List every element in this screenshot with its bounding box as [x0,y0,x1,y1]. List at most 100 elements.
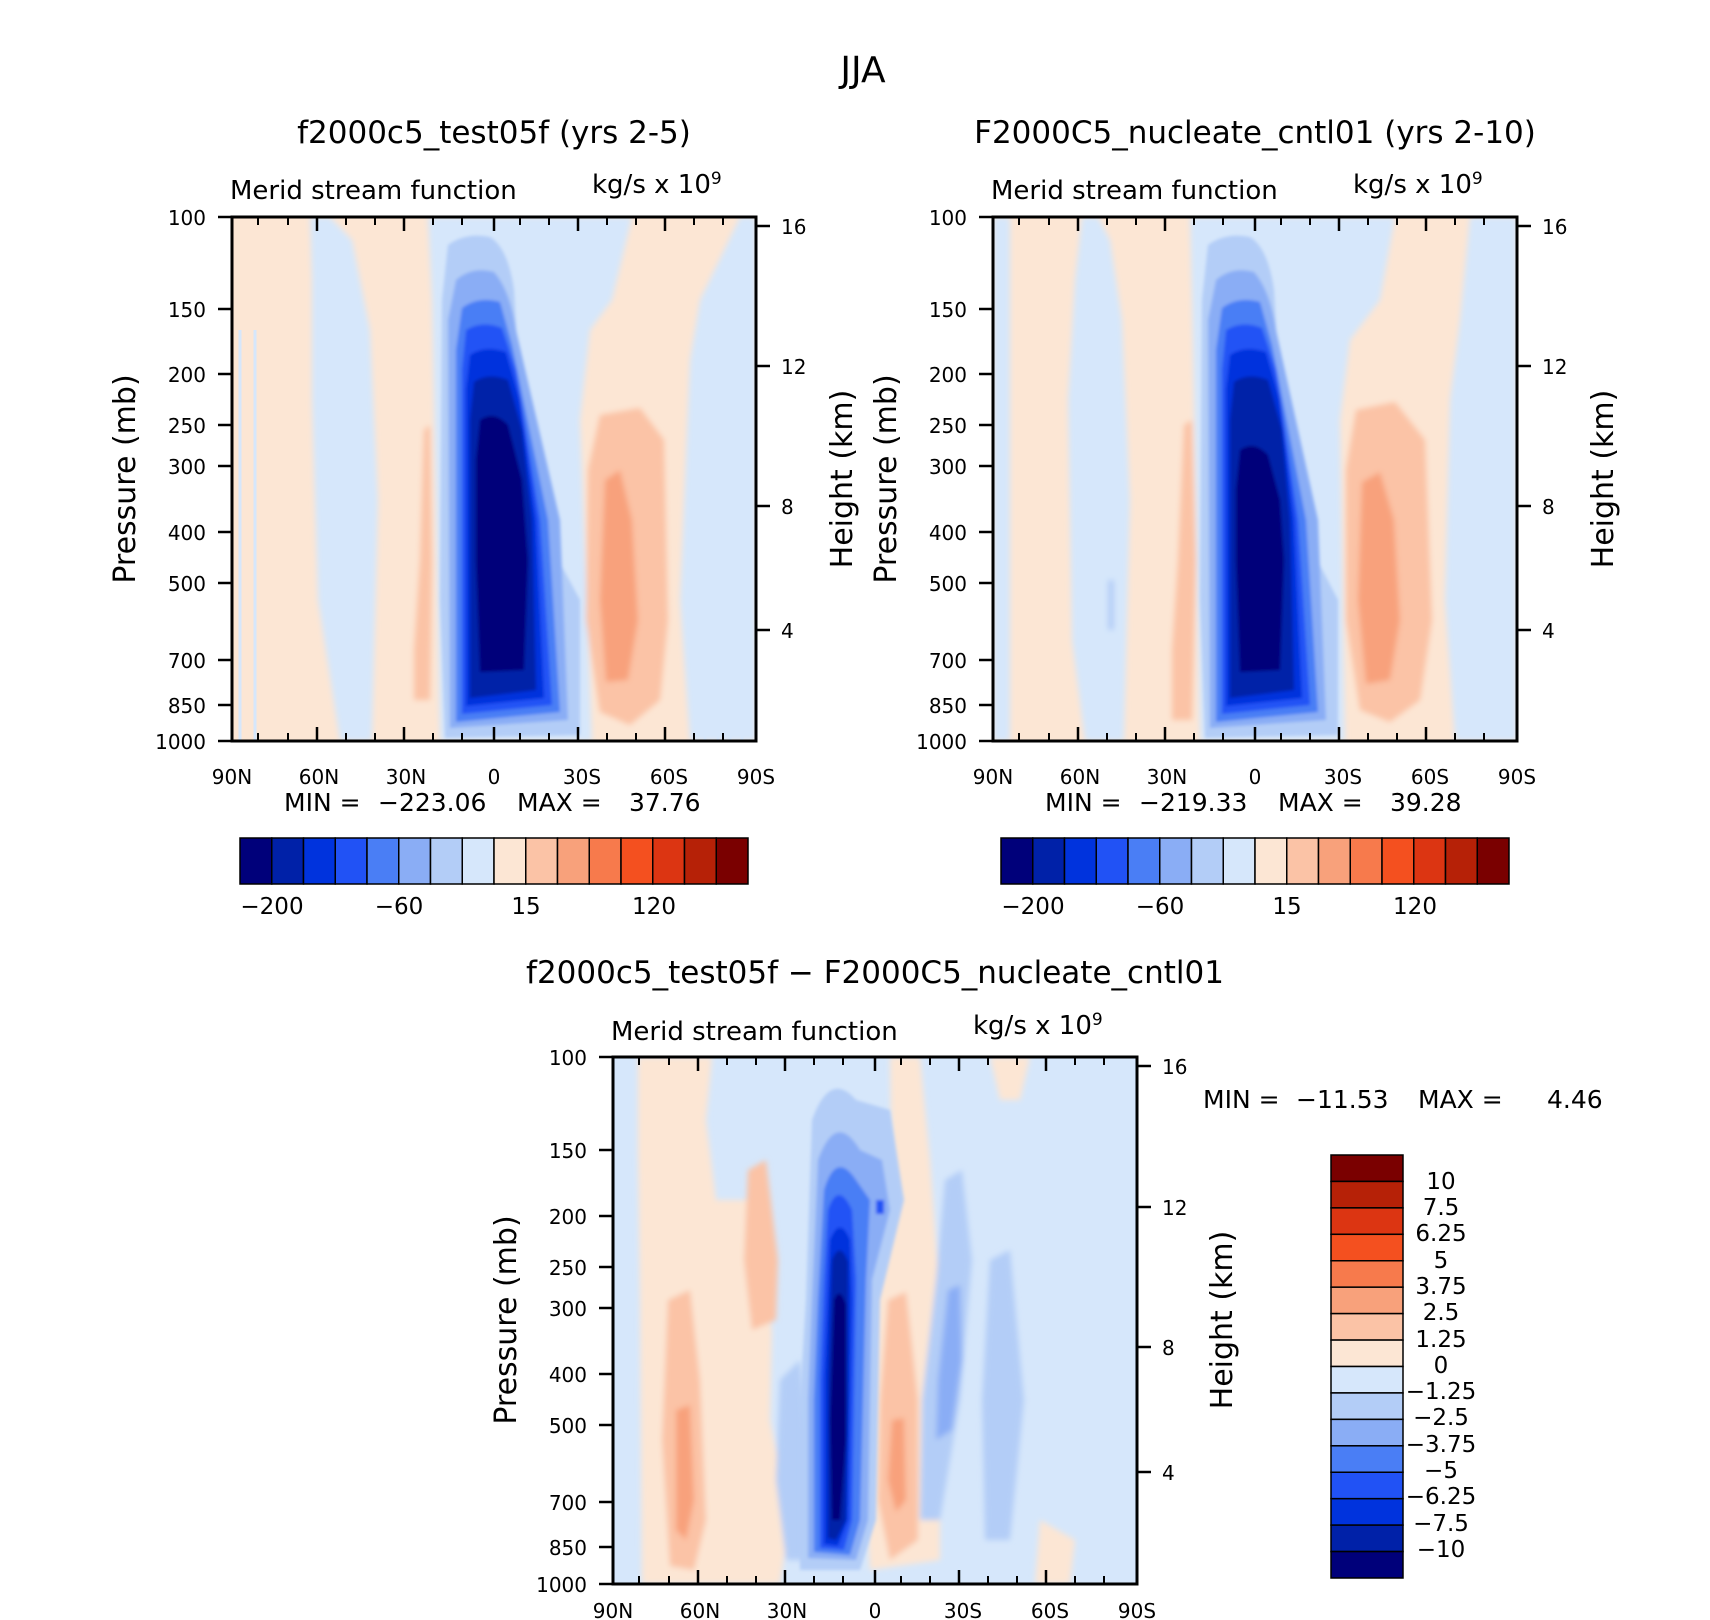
colorbar-swatch [1254,837,1288,885]
height-tick-label: 4 [1162,1461,1175,1485]
figure-title: JJA [838,50,886,91]
units-label: kg/s x 109 [973,1010,1103,1041]
neg-region-weak [1068,217,1130,741]
x-tick-label: 90N [212,765,252,789]
colorbar-swatch [1413,837,1447,885]
panel-difference: f2000c5_test05f − F2000C5_nucleate_cntl0… [489,955,1603,1620]
colorbar-swatch [239,837,273,885]
pos-region-top [990,1057,1030,1100]
x-tick-label: 0 [488,765,501,789]
colorbar-swatch [1381,837,1415,885]
x-tick-label: 90S [737,765,775,789]
hatched-slivers [238,290,744,741]
colorbar-swatch [334,837,368,885]
y-axis-label: Pressure (mb) [108,374,143,583]
colorbar-swatch [588,837,622,885]
pos-region-north-3 [676,1405,694,1540]
colorbar-tick-label: 15 [1272,894,1301,920]
colorbar-swatch [1317,837,1351,885]
x-major-ticks [1076,217,1428,741]
y-tick-label: 1000 [916,730,967,754]
x-tick-label: 30S [944,1599,982,1620]
colorbar-label: −10 [1417,1537,1466,1563]
contour-field [232,217,756,741]
y-tick-label: 1000 [155,730,206,754]
svg-text:39.28: 39.28 [1390,788,1462,817]
colorbar-tick-label: 15 [511,894,540,920]
svg-text:MAX =: MAX = [1418,1085,1503,1114]
colorbar-swatch [1000,837,1034,885]
colorbar-label: 6.25 [1415,1221,1466,1247]
y-axis-label: Pressure (mb) [489,1215,524,1424]
x-tick-label: 60N [680,1599,720,1620]
colorbar-label: −5 [1424,1458,1458,1484]
panel-subtitle-left: Merid stream function [611,1017,898,1047]
neg-region-weak [310,217,378,741]
panel-subtitle-left: Merid stream function [991,176,1278,206]
colorbar-swatch [1476,837,1510,885]
colorbar-label: 2.5 [1423,1300,1460,1326]
colorbar-tick-label: 120 [1393,894,1437,920]
y-tick-label: 300 [549,1297,587,1321]
colorbar-label: −7.5 [1413,1511,1469,1537]
x-tick-label: 30N [767,1599,807,1620]
y-ticks [599,1055,1151,1586]
height-tick-label: 8 [1162,1336,1175,1360]
y-tick-label: 150 [549,1139,587,1163]
y-tick-label: 850 [549,1536,587,1560]
x-tick-label: 90S [1118,1599,1156,1620]
colorbar-label: −2.5 [1413,1405,1469,1431]
colorbar-swatch [1330,1524,1404,1553]
y-tick-label: 400 [549,1363,587,1387]
panel-model: f2000c5_test05f (yrs 2-5) Merid stream f… [108,115,860,920]
colorbar-swatch [1190,837,1224,885]
pos-region-thin [414,425,432,700]
x-minor-ticks [638,1057,1105,1584]
x-tick-label: 60N [299,765,339,789]
y-tick-label: 850 [168,694,206,718]
colorbar-label: 1.25 [1415,1327,1466,1353]
colorbar-swatch [1330,1286,1404,1315]
units-label: kg/s x 109 [1353,169,1483,200]
colorbar-swatch [1330,1497,1404,1526]
colorbar-label: −1.25 [1406,1379,1476,1405]
height-tick-label: 12 [781,355,806,379]
height-tick-label: 12 [1542,355,1567,379]
pos-region-bottom [1035,1520,1075,1584]
y-tick-label: 400 [168,521,206,545]
colorbar-label: −6.25 [1406,1484,1476,1510]
neg-contour-7 [830,1293,846,1520]
y-tick-label: 300 [168,455,206,479]
colorbar-swatch [1159,837,1193,885]
stats-line: MIN = −219.33 MAX = 39.28 [1045,788,1462,817]
height-tick-label: 16 [781,215,806,239]
y-tick-label: 250 [929,414,967,438]
svg-text:−11.53: −11.53 [1296,1085,1389,1114]
colorbar-swatch [1032,837,1066,885]
height-tick-label: 16 [1542,215,1567,239]
neg-contour-7 [476,416,528,672]
x-tick-label: 90S [1498,765,1536,789]
colorbar-swatch [1330,1154,1404,1183]
colorbar-swatch [1095,837,1129,885]
x-tick-label: 60S [650,765,688,789]
y-tick-label: 850 [929,694,967,718]
colorbar-swatch [652,837,686,885]
y-tick-label: 400 [929,521,967,545]
y-tick-label: 200 [929,363,967,387]
stats-line: MIN = −11.53 MAX = 4.46 [1203,1085,1603,1114]
x-tick-label: 30N [386,765,426,789]
colorbar-tick-label: 120 [632,894,676,920]
colorbar-label: 10 [1426,1169,1455,1195]
panel-title: f2000c5_test05f − F2000C5_nucleate_cntl0… [526,955,1224,991]
colorbar-swatch [1330,1550,1404,1579]
colorbar-swatch [1330,1233,1404,1262]
y-tick-label: 100 [168,206,206,230]
svg-text:MAX =: MAX = [517,788,602,817]
panel-title: f2000c5_test05f (yrs 2-5) [297,115,691,151]
y-axis-label: Pressure (mb) [869,374,904,583]
units-label: kg/s x 109 [592,169,722,200]
svg-text:MAX =: MAX = [1278,788,1363,817]
pos-region-core [1358,472,1400,684]
